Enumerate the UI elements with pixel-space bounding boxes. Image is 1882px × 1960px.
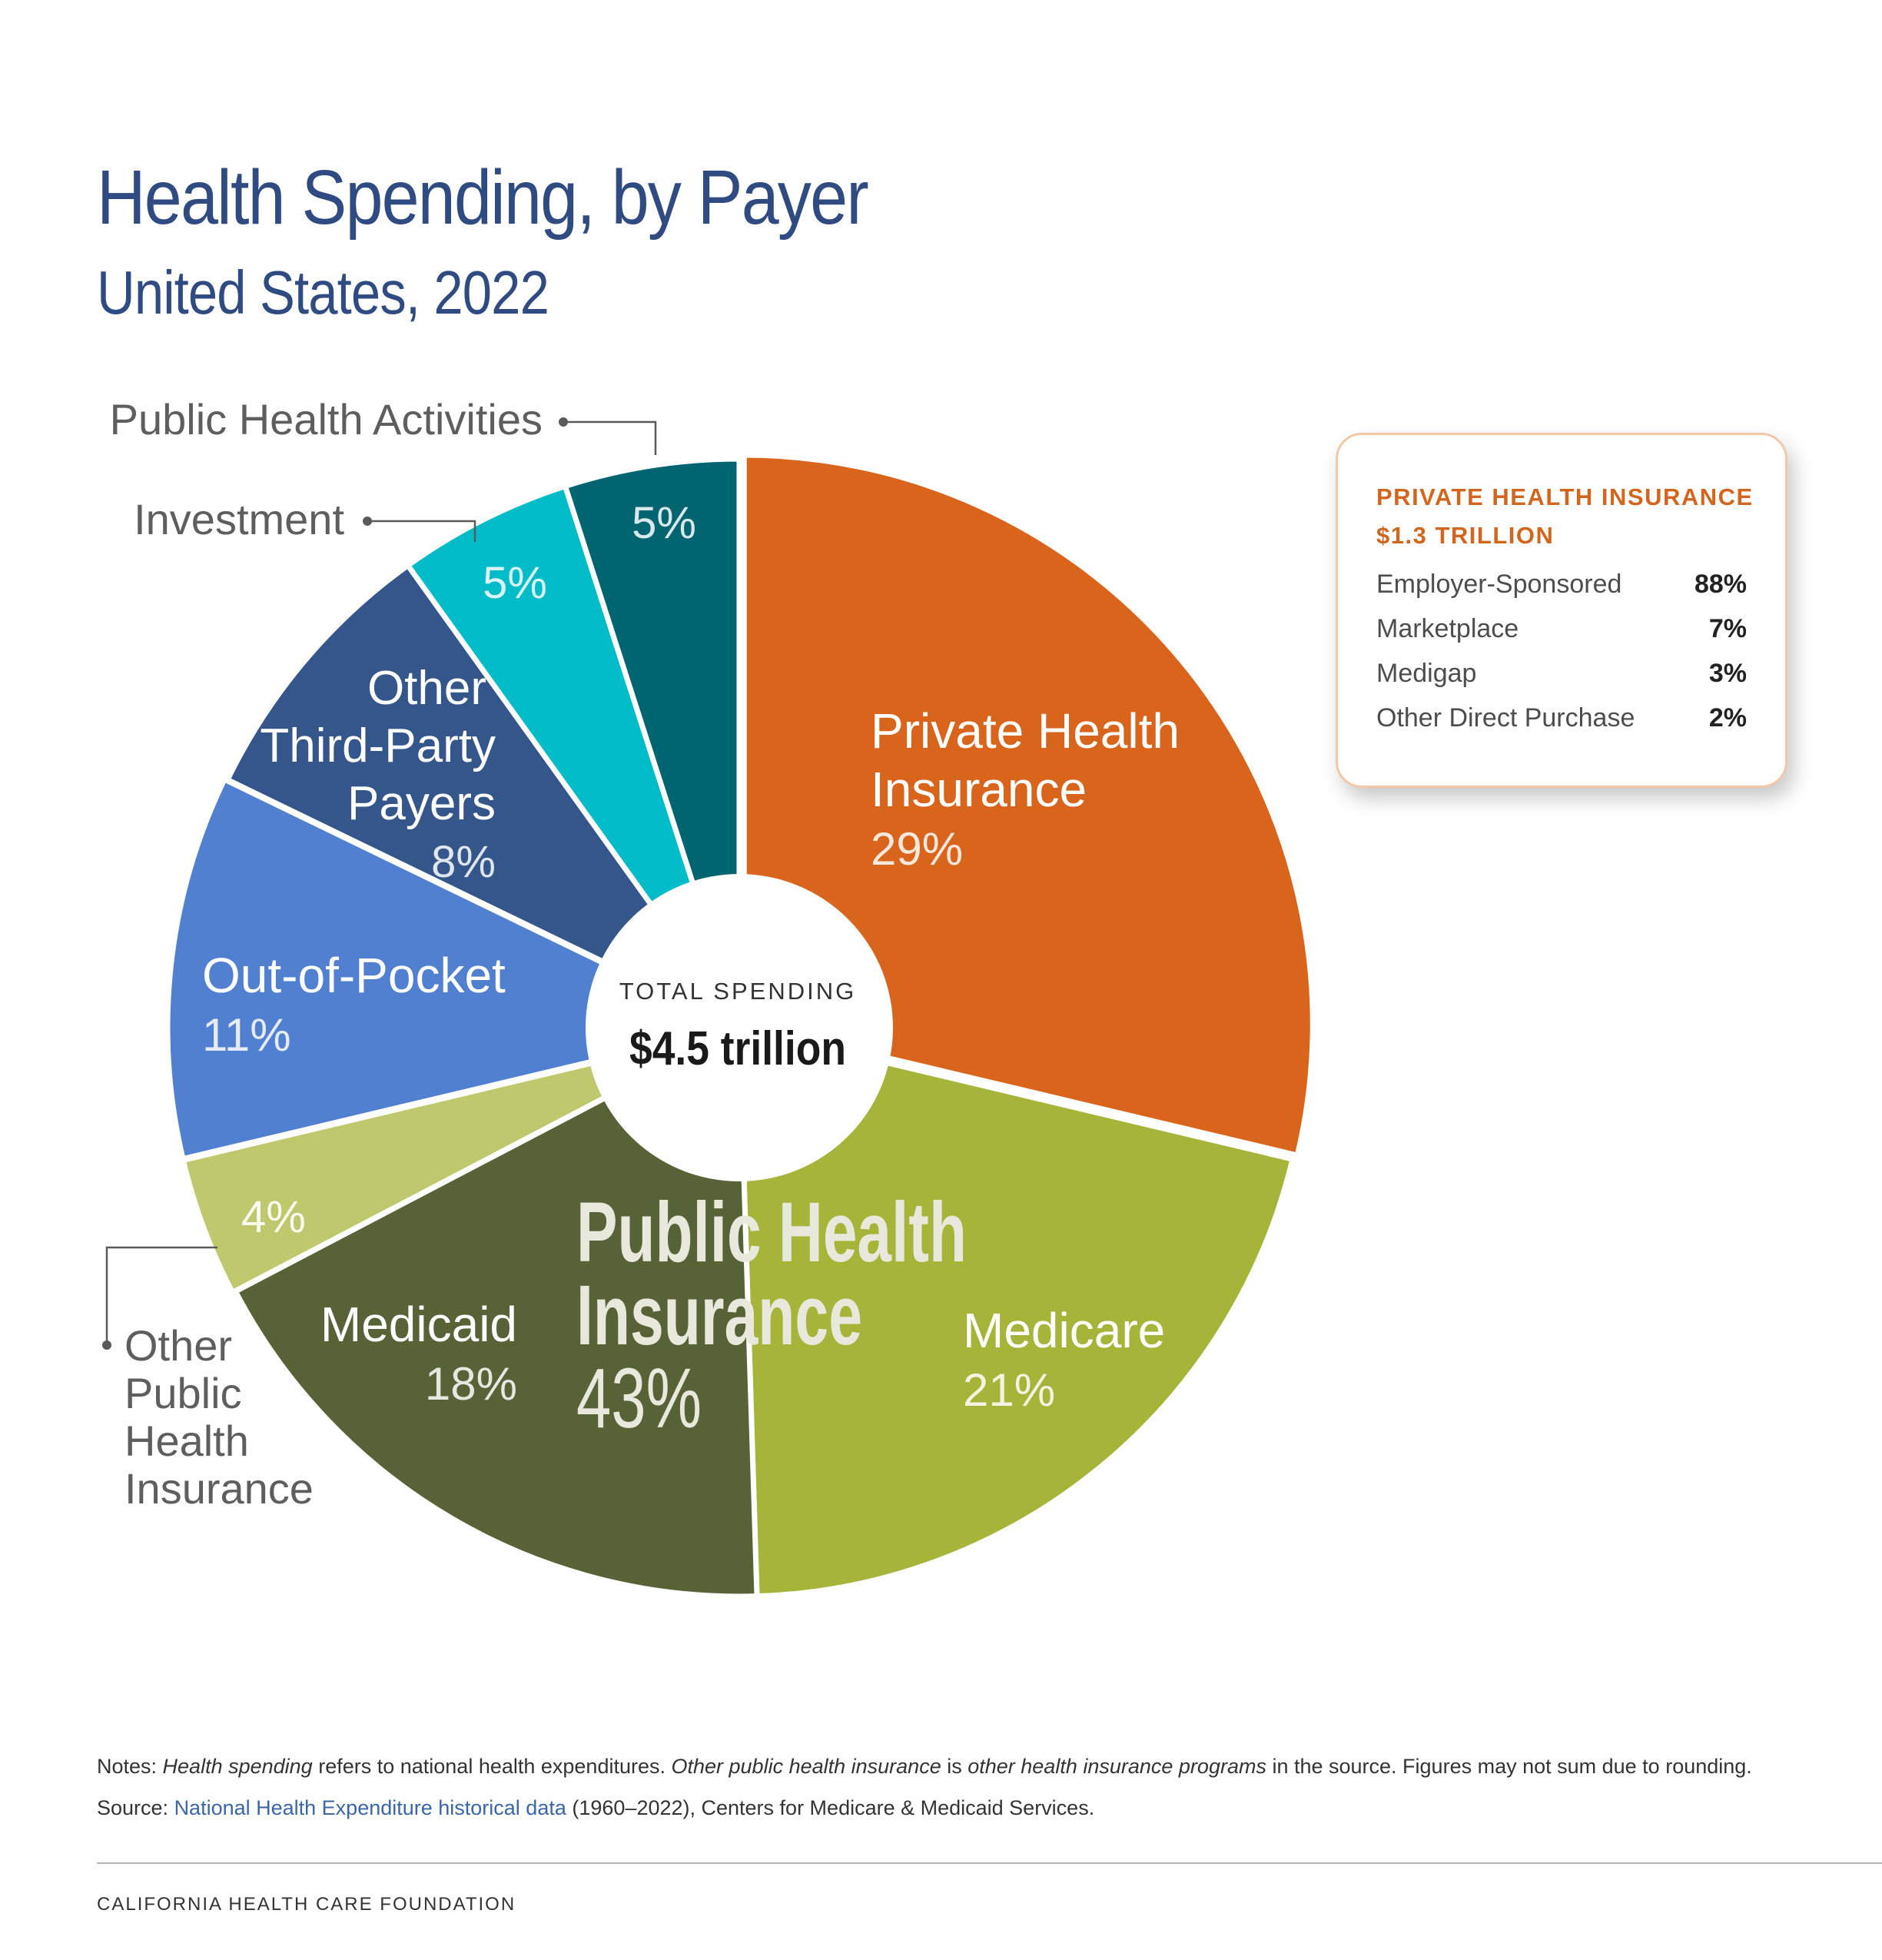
pie-slice-other-public-health-insurance xyxy=(180,1025,738,1297)
callout-row-name: Employer-Sponsored xyxy=(1376,570,1622,599)
label-other-public-line1: Other xyxy=(124,1321,232,1370)
chart-title: Health Spending, by Payer xyxy=(97,154,869,241)
label-public-group-line1: Public Health xyxy=(576,1185,967,1280)
label-investment-pct: 5% xyxy=(483,558,547,608)
label-medicaid: Medicaid xyxy=(320,1297,517,1352)
notes-text: refers to national health expenditures. xyxy=(312,1755,672,1778)
pie-chart: TOTAL SPENDING $4.5 trillion Private Hea… xyxy=(102,395,1316,1600)
label-third-line3: Payers xyxy=(347,777,496,830)
notes-term-health-spending: Health spending xyxy=(162,1755,313,1778)
pie-slice-medicare xyxy=(736,1024,1296,1600)
callout-row-name: Other Direct Purchase xyxy=(1376,703,1635,733)
source-label: Source: xyxy=(97,1796,174,1819)
label-public-group-line2: Insurance xyxy=(576,1268,862,1363)
label-medicaid-pct: 18% xyxy=(425,1358,517,1410)
label-oop: Out-of-Pocket xyxy=(202,948,506,1003)
source-text: (1960–2022), Centers for Medicare & Medi… xyxy=(566,1796,1095,1819)
callout-row-value: 7% xyxy=(1708,614,1747,643)
leader-line-other-public xyxy=(105,1246,217,1345)
leader-lines xyxy=(105,420,657,1345)
callout-row: Marketplace 7% xyxy=(1376,614,1747,653)
leader-dot-investment xyxy=(363,517,372,526)
label-investment: Investment xyxy=(134,495,344,543)
label-third-line1: Other xyxy=(367,662,486,715)
callout-row-value: 88% xyxy=(1694,570,1747,599)
label-other-public-pct: 4% xyxy=(241,1192,306,1242)
notes-text: is xyxy=(941,1755,968,1778)
footer-organization: CALIFORNIA HEALTH CARE FOUNDATION xyxy=(97,1894,516,1915)
callout-title: PRIVATE HEALTH INSURANCE xyxy=(1376,483,1754,510)
callout-row: Employer-Sponsored 88% xyxy=(1376,570,1747,608)
footer-divider xyxy=(97,1862,1882,1864)
pie-slice-investment xyxy=(403,483,742,1030)
leader-dot-other-public xyxy=(102,1340,111,1350)
label-oop-pct: 11% xyxy=(202,1009,291,1061)
notes: Notes: Health spending refers to nationa… xyxy=(97,1755,1826,1779)
source-link[interactable]: National Health Expenditure historical d… xyxy=(174,1796,566,1819)
pie-slice-medicaid xyxy=(231,1023,760,1600)
source: Source: National Health Expenditure hist… xyxy=(97,1796,1826,1820)
center-label: TOTAL SPENDING xyxy=(619,978,856,1005)
notes-term-other-programs: other health insurance programs xyxy=(968,1755,1266,1778)
leader-line-investment xyxy=(367,520,476,542)
label-pha: Public Health Activities xyxy=(110,395,543,443)
callout-row-value: 3% xyxy=(1708,659,1747,688)
pie-center-hole xyxy=(586,874,893,1181)
label-other-public-line4: Insurance xyxy=(124,1464,314,1513)
label-medicare-pct: 21% xyxy=(963,1364,1055,1416)
callout-row-name: Medigap xyxy=(1376,659,1477,688)
leader-dot-public-health-activities xyxy=(559,417,568,427)
label-third-pct: 8% xyxy=(431,837,496,887)
callout-total: $1.3 TRILLION xyxy=(1376,522,1555,549)
callout-row-name: Marketplace xyxy=(1376,614,1519,643)
callout-row: Medigap 3% xyxy=(1376,659,1747,697)
callout-row-value: 2% xyxy=(1708,703,1747,733)
pie-slices xyxy=(164,452,1316,1600)
label-medicare: Medicare xyxy=(963,1303,1165,1358)
label-public-group-pct: 43% xyxy=(576,1351,702,1446)
chart-subtitle: United States, 2022 xyxy=(97,258,549,327)
label-pha-pct: 5% xyxy=(632,498,696,548)
label-other-public-line2: Public xyxy=(124,1369,242,1417)
label-other-public-line3: Health xyxy=(124,1417,249,1465)
notes-text: in the source. Figures may not sum due t… xyxy=(1266,1755,1752,1778)
callout-row: Other Direct Purchase 2% xyxy=(1376,703,1747,742)
label-private-line2: Insurance xyxy=(871,762,1087,817)
label-private-pct: 29% xyxy=(871,823,963,875)
private-insurance-callout: PRIVATE HEALTH INSURANCE $1.3 TRILLION E… xyxy=(1336,433,1787,788)
notes-term-other-public: Other public health insurance xyxy=(671,1755,941,1778)
notes-label: Notes: xyxy=(97,1755,163,1778)
pie-slice-private-health-insurance xyxy=(741,452,1316,1159)
pie-slice-other-third-party-payers xyxy=(224,561,742,1031)
pie-slice-out-of-pocket xyxy=(164,776,745,1162)
label-third-line2: Third-Party xyxy=(260,719,496,772)
label-private-line1: Private Health xyxy=(871,703,1180,759)
leader-line-public-health-activities xyxy=(563,420,657,455)
center-value: $4.5 trillion xyxy=(629,1022,846,1075)
